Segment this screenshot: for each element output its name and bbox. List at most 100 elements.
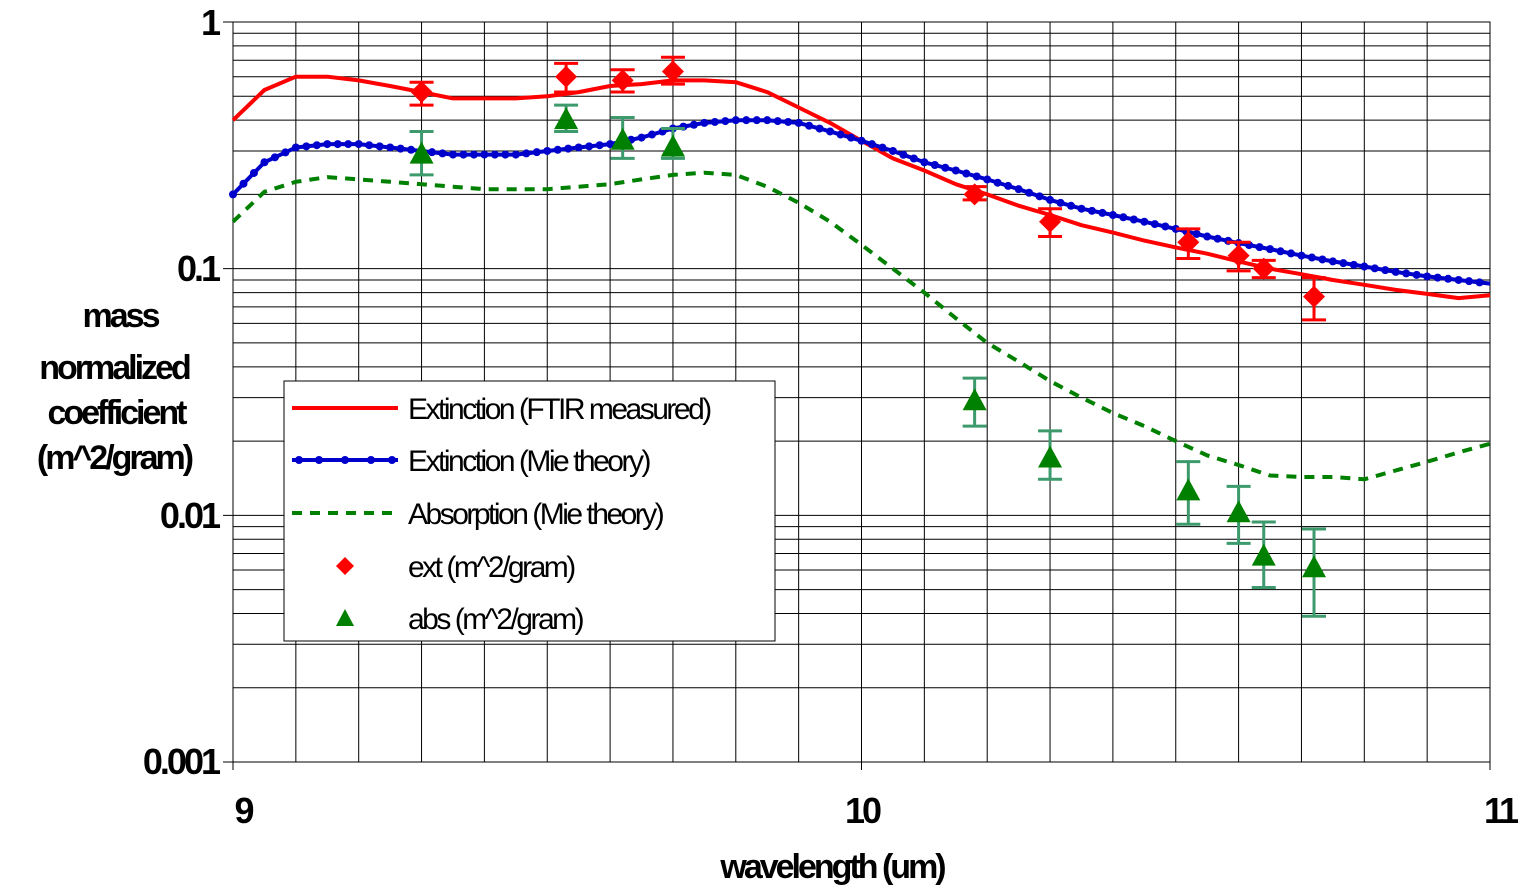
series-dot-extinction-mie-theory (428, 148, 437, 157)
y-tick-label: 0.001 (143, 741, 221, 782)
series-dot-extinction-mie-theory (1004, 181, 1013, 190)
series-dot-extinction-mie-theory (1318, 255, 1327, 264)
series-dot-extinction-mie-theory (1370, 264, 1379, 273)
series-dot-extinction-mie-theory (407, 145, 416, 154)
series-dot-extinction-mie-theory (1067, 201, 1075, 210)
series-dot-extinction-mie-theory (1140, 217, 1149, 226)
series-dot-extinction-mie-theory (805, 121, 814, 130)
series-dot-extinction-mie-theory (1203, 232, 1212, 241)
series-dot-extinction-mie-theory (742, 116, 751, 125)
legend-label-extinction-ftir: Extinction (FTIR measured) (408, 393, 711, 426)
series-dot-extinction-mie-theory (1307, 253, 1316, 262)
series-dot-extinction-mie-theory (553, 145, 562, 154)
series-dot-extinction-mie-theory (763, 116, 772, 125)
series-dot-extinction-mie-theory (1087, 206, 1096, 215)
series-dot-extinction-mie-theory (836, 130, 845, 139)
y-axis-title-line-1: mass (83, 297, 160, 335)
series-dot-extinction-mie-theory (595, 141, 604, 150)
series-dot-extinction-mie-theory (511, 150, 520, 159)
series-dot-extinction-mie-theory (930, 161, 939, 170)
series-dot-extinction-mie-theory (333, 140, 342, 149)
series-dot-extinction-mie-theory (1025, 188, 1034, 197)
series-dot-extinction-mie-theory (1150, 220, 1159, 229)
legend-marker-triangle (336, 609, 354, 626)
series-dot-extinction-mie-theory (1077, 204, 1086, 213)
series-dot-extinction-mie-theory (888, 146, 897, 155)
marker-ext-m-2-gram (555, 65, 578, 88)
marker-ext-m-2-gram (661, 60, 684, 83)
series-dot-extinction-mie-theory (941, 163, 950, 172)
y-tick-label: 1 (201, 2, 221, 43)
series-dot-extinction-mie-theory (438, 149, 447, 158)
marker-ext-m-2-gram (1303, 285, 1326, 308)
series-dot-extinction-mie-theory (375, 142, 384, 151)
series-dot-extinction-mie-theory (249, 168, 258, 177)
series-dot-extinction-mie-theory (1454, 275, 1463, 284)
marker-abs-m-2-gram (554, 107, 579, 130)
legend: Extinction (FTIR measured) Extinction (M… (283, 380, 776, 642)
series-dot-extinction-mie-theory (1423, 272, 1432, 281)
series-dot-extinction-mie-theory (1276, 247, 1285, 256)
series-dot-extinction-mie-theory (1360, 262, 1369, 271)
series-dot-extinction-mie-theory (1056, 198, 1065, 207)
series-dot-extinction-mie-theory (354, 140, 363, 149)
series-dot-extinction-mie-theory (532, 148, 541, 157)
legend-label-abs: abs (m^2/gram) (408, 603, 584, 636)
series-dot-extinction-mie-theory (585, 142, 594, 151)
y-tick-label: 0.1 (177, 248, 221, 289)
series-dot-extinction-mie-theory (962, 169, 971, 178)
series-dot-extinction-mie-theory (731, 116, 740, 125)
marker-abs-m-2-gram (1226, 500, 1251, 523)
series-dot-extinction-mie-theory (1402, 269, 1411, 278)
series-dot-extinction-mie-theory (312, 141, 321, 150)
series-dot-extinction-mie-theory (773, 117, 782, 126)
series-dot-extinction-mie-theory (1266, 245, 1275, 254)
marker-abs-m-2-gram (962, 388, 987, 411)
marker-ext-m-2-gram (611, 69, 634, 92)
series-dot-extinction-mie-theory (700, 118, 709, 127)
series-dot-extinction-mie-theory (951, 166, 960, 175)
y-axis-title-line-4: (m^2/gram) (37, 439, 193, 477)
series-dot-extinction-mie-theory (229, 190, 237, 199)
marker-ext-m-2-gram (1227, 244, 1250, 267)
series-dot-extinction-mie-theory (270, 153, 279, 162)
series-dot-extinction-mie-theory (469, 150, 478, 159)
series-dot-extinction-mie-theory (323, 140, 332, 149)
y-axis-title-line-3: coefficient (47, 394, 187, 432)
legend-label-extinction-mie: Extinction (Mie theory) (408, 445, 650, 478)
series-dot-extinction-mie-theory (867, 140, 876, 149)
series-dot-extinction-mie-theory (1328, 257, 1337, 266)
marker-ext-m-2-gram (1177, 231, 1200, 254)
series-dot-extinction-mie-theory (993, 178, 1002, 187)
series-dot-extinction-mie-theory (1433, 273, 1442, 282)
marker-abs-m-2-gram (660, 134, 685, 157)
series-dot-extinction-mie-theory (847, 133, 856, 142)
legend-marker-diamond (336, 557, 354, 575)
series-dot-extinction-mie-theory (260, 158, 269, 167)
series-dot-extinction-mie-theory (857, 136, 866, 145)
series-dot-extinction-mie-theory (574, 143, 583, 152)
series-dot-extinction-mie-theory (752, 116, 761, 125)
series-dot-extinction-mie-theory (1391, 267, 1400, 276)
series-dot-extinction-mie-theory (1213, 234, 1222, 243)
series-dot-extinction-mie-theory (1014, 185, 1023, 194)
y-tick-label: 0.01 (160, 495, 221, 536)
series-dot-extinction-mie-theory (983, 175, 992, 184)
series-dot-extinction-mie-theory (784, 117, 793, 126)
series-dot-extinction-mie-theory (522, 149, 531, 158)
series-dot-extinction-mie-theory (1475, 278, 1484, 287)
series-dot-extinction-mie-theory (721, 117, 730, 126)
series-dot-extinction-mie-theory (501, 150, 510, 159)
x-tick-label: 9 (234, 790, 253, 831)
series-dot-extinction-mie-theory (689, 120, 698, 129)
series-dot-extinction-mie-theory (490, 150, 499, 159)
series-dot-extinction-mie-theory (606, 140, 615, 149)
series-dot-extinction-mie-theory (909, 154, 918, 163)
series-dot-extinction-mie-theory (1119, 213, 1128, 222)
series-dot-extinction-mie-theory (1465, 277, 1474, 286)
marker-ext-m-2-gram (410, 81, 433, 104)
series-dot-extinction-mie-theory (1339, 259, 1348, 268)
series-dot-extinction-mie-theory (302, 142, 311, 151)
series-dot-extinction-mie-theory (1035, 192, 1044, 201)
